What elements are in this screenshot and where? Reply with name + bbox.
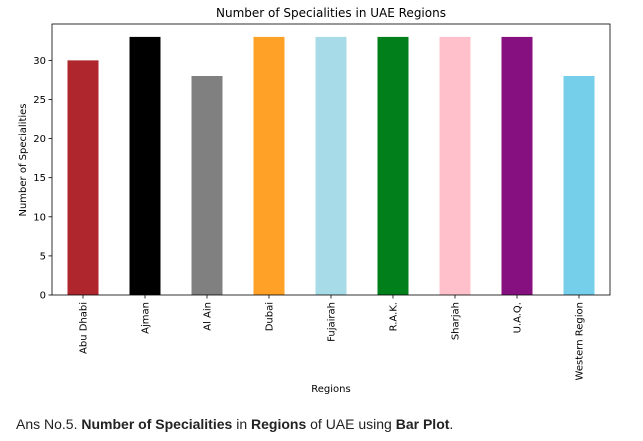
chart-title: Number of Specialities in UAE Regions	[216, 6, 446, 20]
y-tick-label: 5	[40, 251, 46, 262]
bar	[253, 36, 285, 296]
y-axis-label: Number of Specialities	[18, 103, 29, 216]
plot-frame	[51, 23, 611, 296]
bar	[191, 76, 223, 295]
bar	[501, 36, 533, 296]
x-tick-label: Fujairah	[327, 302, 338, 342]
y-tick-label: 10	[33, 212, 46, 223]
bar-chart: Number of Specialities in UAE Regions 0 5…	[18, 6, 611, 395]
answer-caption: Ans No.5. Number of Specialities in Regi…	[16, 416, 453, 432]
x-tick-label: Western Region	[575, 302, 586, 380]
bar	[439, 36, 471, 296]
x-tick-label: R.A.K.	[389, 302, 400, 331]
caption-bold-bar-plot: Bar Plot	[395, 416, 450, 432]
caption-bold-regions: Regions	[251, 416, 307, 432]
x-tick-label: Ajman	[141, 302, 152, 334]
bar	[377, 36, 409, 296]
y-tick-label: 20	[33, 134, 46, 145]
bars	[67, 36, 595, 296]
caption-prefix: Ans No.5.	[16, 416, 82, 432]
x-tick-label: Sharjah	[451, 302, 462, 340]
y-tick-label: 30	[33, 56, 46, 67]
x-tick-label: U.A.Q.	[513, 302, 524, 333]
caption-mid-1: in	[232, 416, 251, 432]
x-tick-label: Abu Dhabi	[79, 302, 90, 354]
bar	[129, 36, 161, 296]
x-tick-label: Dubai	[265, 302, 276, 331]
y-axis-ticks: 0 5 10 15 20 25 30	[33, 56, 52, 302]
bar	[563, 76, 595, 295]
x-axis-label: Regions	[311, 384, 350, 395]
bar	[315, 36, 347, 296]
x-axis-ticks: Abu Dhabi Ajman Al Ain Dubai Fujairah R.A.K. S…	[79, 295, 586, 380]
bar	[67, 60, 99, 295]
caption-bold-specialities: Number of Specialities	[81, 416, 233, 432]
caption-mid-2: of UAE using	[306, 416, 396, 432]
y-tick-label: 15	[33, 173, 46, 184]
y-tick-label: 25	[33, 95, 46, 106]
caption-suffix: .	[449, 416, 454, 432]
y-tick-label: 0	[40, 291, 46, 302]
x-tick-label: Al Ain	[203, 302, 214, 331]
